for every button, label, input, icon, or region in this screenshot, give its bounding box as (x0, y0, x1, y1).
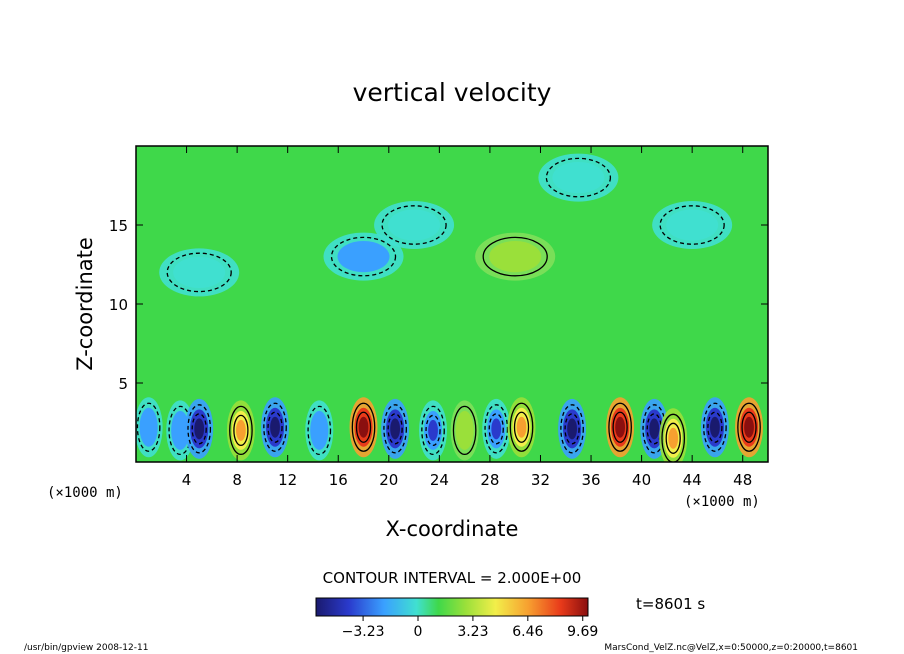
x-tick-label: 28 (480, 471, 499, 489)
x-tick-label: 32 (531, 471, 550, 489)
velocity-cell (381, 398, 410, 459)
x-tick-label: 48 (733, 471, 752, 489)
x-tick-label: 20 (379, 471, 398, 489)
colorbar-tick-label: 3.23 (457, 624, 488, 640)
velocity-cell (450, 400, 479, 461)
velocity-cell (185, 398, 214, 459)
plot-area (136, 146, 768, 462)
velocity-cell (735, 397, 764, 458)
velocity-cell (226, 400, 255, 461)
x-tick-label: 16 (329, 471, 348, 489)
x-tick-label: 4 (182, 471, 192, 489)
velocity-cell (475, 232, 556, 281)
velocity-cell (538, 153, 619, 202)
velocity-cells (136, 153, 764, 462)
footer-left: /usr/bin/gpview 2008-12-11 (24, 643, 148, 653)
velocity-cell (136, 397, 163, 458)
y-axis-label: Z-coordinate (73, 237, 97, 371)
velocity-cell (606, 397, 635, 458)
x-tick-label: 40 (632, 471, 651, 489)
colorbar-tick-label: −3.23 (342, 624, 385, 640)
velocity-cell (349, 397, 378, 458)
footer-right: MarsCond_VelZ.nc@VelZ,x=0:50000,z=0:2000… (604, 643, 858, 653)
velocity-cell (159, 248, 240, 297)
velocity-cell (323, 232, 404, 281)
chart-title: vertical velocity (353, 78, 552, 107)
y-tick-label: 10 (109, 296, 128, 314)
y-tick-label: 5 (118, 375, 128, 393)
x-axis-label: X-coordinate (386, 517, 519, 541)
y-ticks: 5 10 15 (109, 217, 768, 393)
contour-interval: CONTOUR INTERVAL = 2.000E+00 (323, 569, 582, 587)
velocity-cell (374, 201, 455, 249)
x-tick-label: 12 (278, 471, 297, 489)
x-unit-right: (×1000 m) (684, 494, 760, 510)
x-tick-label: 8 (232, 471, 242, 489)
velocity-cell (419, 400, 448, 461)
velocity-cell (305, 400, 334, 461)
velocity-cell (659, 408, 688, 462)
x-ticks: 4 8 12 16 20 24 28 32 36 40 44 48 (182, 146, 752, 489)
velocity-cell (507, 397, 536, 458)
velocity-cell (558, 398, 587, 459)
colorbar (315, 597, 589, 617)
x-unit-left: (×1000 m) (47, 485, 123, 501)
colorbar-tick-label: 6.46 (512, 624, 543, 640)
velocity-cell (261, 397, 290, 458)
colorbar-tick-label: 0 (414, 624, 423, 640)
velocity-cell (652, 201, 733, 249)
x-tick-label: 36 (581, 471, 600, 489)
colorbar-tick-label: 9.69 (567, 624, 598, 640)
velocity-cell (700, 397, 729, 458)
y-tick-label: 15 (109, 217, 128, 235)
x-tick-label: 24 (430, 471, 449, 489)
velocity-cell (482, 398, 511, 459)
colorbar-ticks: −3.23 0 3.23 6.46 9.69 (342, 616, 598, 640)
time-label: t=8601 s (636, 595, 705, 613)
x-tick-label: 44 (683, 471, 702, 489)
